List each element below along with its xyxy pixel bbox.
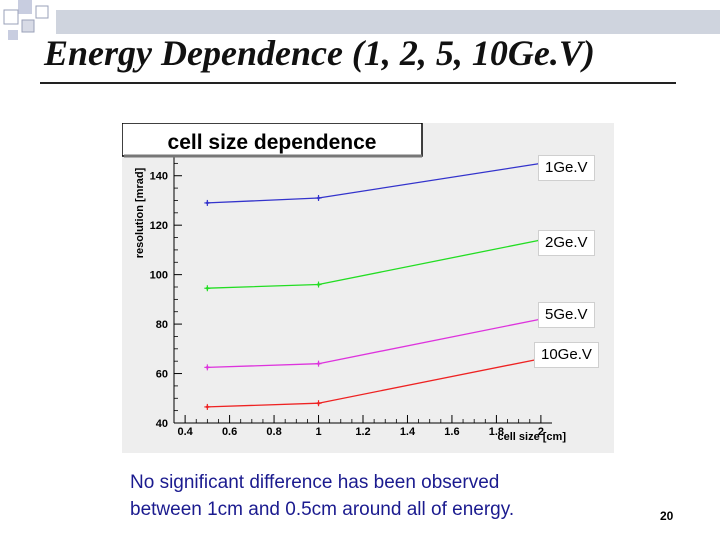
- y-tick-label-0: 40: [156, 418, 168, 430]
- y-ticks: 40 60 80 100 120 140: [150, 150, 182, 430]
- x-tick-label-4: 1.2: [355, 426, 370, 438]
- page-number: 20: [660, 509, 674, 523]
- x-tick-label-0: 0.4: [177, 426, 193, 438]
- caption-line-1: No significant difference has been obser…: [130, 472, 500, 493]
- x-tick-label-5: 1.4: [400, 426, 416, 438]
- legend-10gev: 10Ge.V: [534, 342, 599, 368]
- y-tick-label-2: 80: [156, 319, 168, 331]
- chart-title: cell size dependence: [168, 131, 377, 154]
- plot-panel: 0.4 0.6 0.8 1 1.2 1.4 1.6 1.8 2 40 60 80 100 120 140 …: [122, 123, 614, 453]
- x-tick-label-1: 0.6: [222, 426, 237, 438]
- legend-1gev: 1Ge.V: [538, 155, 595, 181]
- data-point-1-1: [315, 281, 322, 288]
- y-tick-label-3: 100: [150, 270, 168, 282]
- x-tick-label-8: 2: [538, 426, 544, 438]
- y-tick-label-5: 140: [150, 171, 168, 183]
- series-points: [204, 160, 544, 410]
- caption-line-2: between 1cm and 0.5cm around all of ener…: [130, 499, 515, 520]
- y-tick-label-1: 60: [156, 369, 168, 381]
- series-line-0: [207, 162, 541, 204]
- data-point-0-1: [315, 194, 322, 201]
- series-lines: [207, 162, 542, 408]
- data-point-3-1: [315, 400, 322, 407]
- data-point-2-1: [315, 360, 322, 367]
- y-axis-label: resolution [mrad]: [134, 167, 146, 258]
- x-axis-label: cell size [cm]: [498, 431, 567, 443]
- data-point-3-0: [204, 403, 211, 410]
- resolution-chart: 0.4 0.6 0.8 1 1.2 1.4 1.6 1.8 2 406080100120140 …: [122, 123, 567, 443]
- data-point-0-0: [204, 199, 211, 206]
- title-underline: [40, 82, 676, 84]
- title-bar-decoration: [56, 10, 720, 34]
- x-tick-label-3: 1: [315, 426, 321, 438]
- x-ticks: 0.4 0.6 0.8 1 1.2 1.4 1.6 1.8 2: [177, 415, 544, 438]
- x-tick-label-2: 0.8: [266, 426, 281, 438]
- data-point-1-0: [204, 285, 211, 292]
- x-tick-label-6: 1.6: [444, 426, 459, 438]
- series-line-2: [207, 318, 542, 369]
- slide-title: Energy Dependence (1, 2, 5, 10Ge.V): [44, 33, 595, 73]
- series-line-1: [207, 239, 542, 289]
- corner-squares-decoration: [3, 0, 49, 40]
- x-tick-label-7: 1.8: [489, 426, 504, 438]
- caption-text: No significant difference has been obser…: [130, 469, 630, 523]
- y-tick-label-4: 120: [150, 220, 168, 232]
- legend-5gev: 5Ge.V: [538, 302, 595, 328]
- data-point-2-0: [204, 364, 211, 371]
- legend-2gev: 2Ge.V: [538, 230, 595, 256]
